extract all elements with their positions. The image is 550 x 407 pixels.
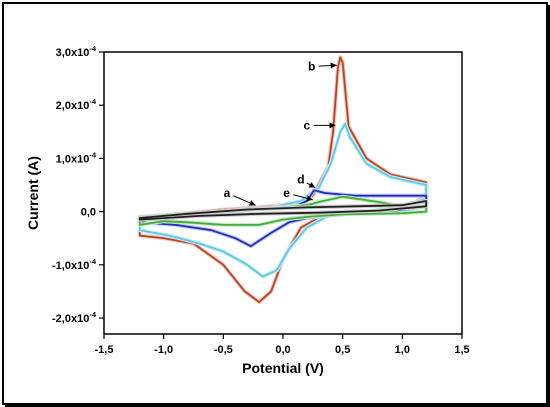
x-tick-label: -1,5 — [95, 344, 114, 356]
y-tick-label: 3,0x10-4 — [56, 44, 97, 59]
y-tick-label: 0,0 — [81, 207, 96, 219]
y-tick-label: 2,0x10-4 — [56, 97, 97, 112]
y-tick-label: 1,0x10-4 — [56, 150, 97, 165]
annotation-label-d: d — [297, 173, 304, 187]
x-tick-label: -1,0 — [154, 344, 173, 356]
annotation-label-c: c — [304, 118, 311, 132]
axis-ticks: -1,5 -1,0 -0,5 0,0 0,5 1,0 1,5 -2,0x10-4 -1,0x10… — [52, 44, 470, 356]
x-axis-label: Potential (V) — [242, 360, 324, 376]
y-axis-label: Current (A) — [25, 156, 41, 230]
annotation-arrowhead-c — [329, 122, 336, 129]
annotation-arrowhead-b — [330, 62, 337, 69]
annotation-arrowhead-a — [248, 200, 256, 206]
x-tick-label: 1,5 — [454, 344, 469, 356]
y-tick-label: -1,0x10-4 — [52, 257, 97, 272]
annotation-label-b: b — [308, 59, 315, 73]
series-0-line — [138, 56, 428, 303]
annotation-arrowhead-d — [308, 182, 316, 188]
series-4-line — [138, 200, 428, 221]
series-1-halo — [137, 121, 429, 279]
annotation-label-e: e — [283, 186, 290, 200]
annotations: a b c de — [224, 59, 337, 206]
x-tick-label: 0,0 — [275, 344, 290, 356]
annotation-label-a: a — [224, 186, 231, 200]
x-tick-label: 0,5 — [335, 344, 350, 356]
series-0-halo — [137, 55, 429, 305]
y-tick-label: -2,0x10-4 — [52, 310, 97, 325]
series-layer — [137, 55, 429, 305]
x-tick-label: 1,0 — [395, 344, 410, 356]
annotation-arrowhead-e — [306, 195, 313, 202]
x-tick-label: -0,5 — [214, 344, 233, 356]
series-1-line — [138, 122, 428, 278]
